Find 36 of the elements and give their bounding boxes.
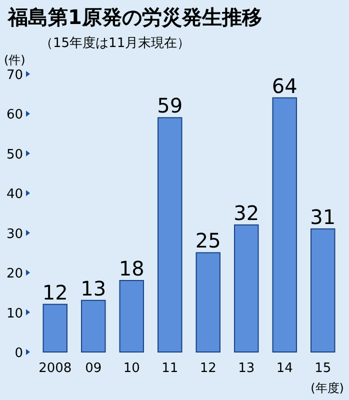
y-tick-label: 20 <box>6 266 23 282</box>
y-tick-label: 60 <box>6 108 23 123</box>
y-tick-label: 50 <box>6 147 23 162</box>
bar <box>234 224 259 352</box>
y-tick-label: 0 <box>14 346 23 361</box>
data-label: 18 <box>118 256 144 281</box>
x-tick-label: 14 <box>276 361 293 376</box>
x-tick-label: 10 <box>123 361 140 376</box>
x-tick-label: 09 <box>85 361 102 376</box>
data-label: 64 <box>272 74 298 98</box>
bar <box>119 280 144 352</box>
data-label: 31 <box>310 204 336 229</box>
data-label: 32 <box>234 200 260 225</box>
y-tick-label: 30 <box>6 226 23 242</box>
bar <box>42 304 68 352</box>
y-axis-title: (件) <box>4 53 26 67</box>
x-tick-label: 12 <box>200 361 216 376</box>
bar <box>81 300 106 352</box>
x-tick-label: 11 <box>162 361 178 376</box>
y-tick-label: 10 <box>6 306 23 322</box>
chart-title: 福島第1原発の労災発生推移 <box>7 5 262 29</box>
x-tick-label: 15 <box>314 361 332 376</box>
data-label: 59 <box>157 94 183 118</box>
y-tick-label: 70 <box>6 68 23 83</box>
data-label: 12 <box>42 280 68 304</box>
data-label: 25 <box>195 228 221 253</box>
bar <box>310 228 336 352</box>
data-label: 13 <box>80 276 106 300</box>
x-axis-title: (年度) <box>310 381 344 395</box>
y-tick-label: 40 <box>6 187 23 202</box>
x-tick-label: 2008 <box>38 361 72 376</box>
bar <box>158 117 182 352</box>
chart-subtitle: （15年度は11月末現在） <box>40 35 190 51</box>
x-tick-label: 13 <box>238 361 255 376</box>
bar <box>272 97 297 352</box>
bar <box>196 252 220 352</box>
